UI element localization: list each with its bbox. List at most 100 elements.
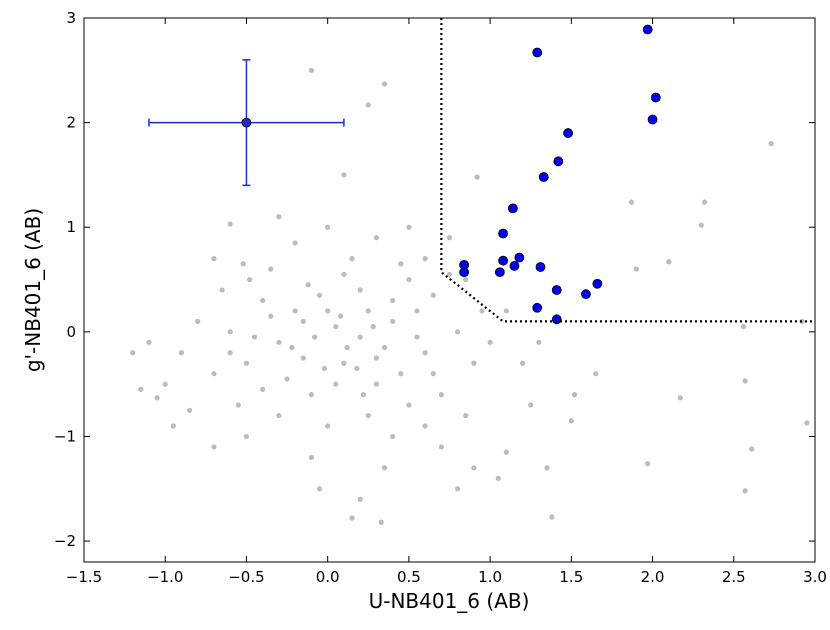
y-tick-label: 2 (66, 114, 76, 132)
point (344, 344, 350, 351)
point (260, 386, 266, 392)
y-tick-label: −1 (54, 427, 76, 445)
point (768, 140, 774, 147)
selected-point (642, 24, 653, 35)
point (406, 224, 412, 230)
point (381, 344, 388, 351)
x-tick-label: 2.0 (641, 568, 665, 586)
point (357, 287, 363, 293)
point (284, 376, 290, 382)
point (316, 486, 323, 492)
point (243, 360, 250, 366)
point (390, 297, 396, 304)
point (474, 174, 480, 180)
point (373, 355, 379, 361)
point (390, 318, 396, 324)
point (130, 350, 136, 356)
selected-point (498, 255, 509, 266)
selected-point (563, 128, 573, 138)
x-axis-label: U-NB401_6 (AB) (369, 589, 530, 613)
error-point (241, 117, 252, 128)
point (360, 392, 367, 398)
point (446, 271, 453, 277)
x-tick-label: 0.5 (397, 568, 421, 586)
point (373, 235, 379, 241)
point (289, 344, 295, 351)
point (146, 339, 152, 345)
point (701, 199, 708, 205)
point (677, 395, 683, 401)
point (568, 418, 574, 424)
point (365, 412, 371, 419)
point (211, 256, 217, 262)
point (312, 334, 318, 340)
point (138, 386, 144, 392)
point (219, 287, 225, 293)
point (593, 371, 599, 377)
point (338, 313, 344, 319)
point (487, 339, 493, 345)
selected-point (592, 278, 603, 289)
point (455, 329, 461, 335)
point (544, 465, 550, 471)
point (341, 360, 347, 366)
point (354, 365, 360, 372)
selected-point (532, 302, 543, 313)
point (430, 371, 436, 377)
point (645, 461, 651, 467)
point (308, 67, 315, 73)
point (305, 282, 311, 288)
point (455, 486, 461, 492)
point (666, 259, 672, 265)
point (292, 308, 298, 314)
point (414, 334, 420, 340)
x-tick-label: 3.0 (803, 568, 827, 586)
point (341, 172, 347, 178)
point (349, 515, 355, 521)
point (276, 214, 282, 220)
point (503, 308, 509, 314)
point (633, 266, 639, 272)
point (799, 318, 805, 324)
point (495, 475, 501, 481)
point (325, 224, 331, 230)
point (422, 256, 428, 262)
selected-point (514, 252, 525, 263)
point (528, 402, 534, 408)
point (276, 412, 282, 419)
x-tick-label: −1.0 (147, 568, 183, 586)
point (365, 102, 371, 108)
point (742, 488, 748, 494)
point (260, 297, 266, 304)
selected-point (551, 314, 562, 325)
selected-point (581, 289, 591, 300)
point (268, 313, 274, 319)
point (247, 276, 253, 283)
point (549, 514, 555, 520)
selected-point (507, 203, 518, 214)
point (333, 324, 339, 330)
point (571, 392, 578, 398)
point (308, 454, 315, 460)
point (390, 433, 396, 440)
selected-point (535, 262, 546, 272)
point (276, 339, 282, 345)
point (321, 365, 328, 372)
point (373, 381, 379, 387)
y-axis-label: g'-NB401_6 (AB) (21, 208, 45, 372)
point (430, 292, 436, 298)
x-tick-label: −1.5 (66, 568, 102, 586)
selected-point (538, 172, 549, 182)
point (398, 371, 404, 377)
point (211, 444, 217, 450)
point (227, 329, 233, 335)
point (227, 221, 233, 227)
point (170, 423, 176, 429)
point (422, 350, 428, 356)
point (381, 465, 388, 471)
point (471, 465, 477, 471)
point (227, 350, 233, 356)
selected-point (647, 114, 658, 125)
y-tick-label: −2 (54, 532, 76, 550)
